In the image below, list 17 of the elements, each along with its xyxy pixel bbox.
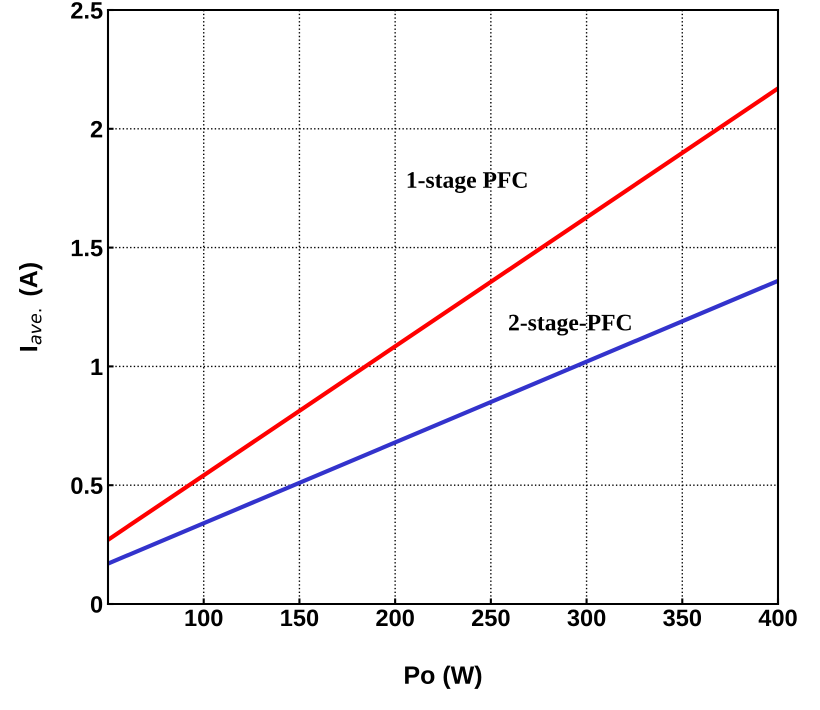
y-tick-label: 2.5 <box>71 2 102 19</box>
y-axis-title: I$_{ave.}$ (A) <box>19 263 42 351</box>
x-tick-label: 350 <box>663 609 702 626</box>
y-tick-label: 0 <box>90 596 102 613</box>
x-tick-label: 400 <box>758 609 797 626</box>
x-tick-label: 150 <box>281 609 318 626</box>
series-label: 2-stage-PFC <box>509 314 631 336</box>
x-tick-label: 300 <box>567 609 606 626</box>
y-tick-label: 1.5 <box>72 240 102 256</box>
x-tick-label: 250 <box>472 609 510 626</box>
x-axis-title: Po (W) <box>405 666 482 689</box>
text: 1-stage PFC <box>408 172 527 193</box>
x-tick-label: 100 <box>186 609 222 626</box>
y-tick-label: 1 <box>91 358 102 375</box>
y-tick-label: 2 <box>90 120 102 138</box>
x-tick-label: 200 <box>376 609 414 626</box>
y-tick-label: 0.5 <box>71 477 102 494</box>
